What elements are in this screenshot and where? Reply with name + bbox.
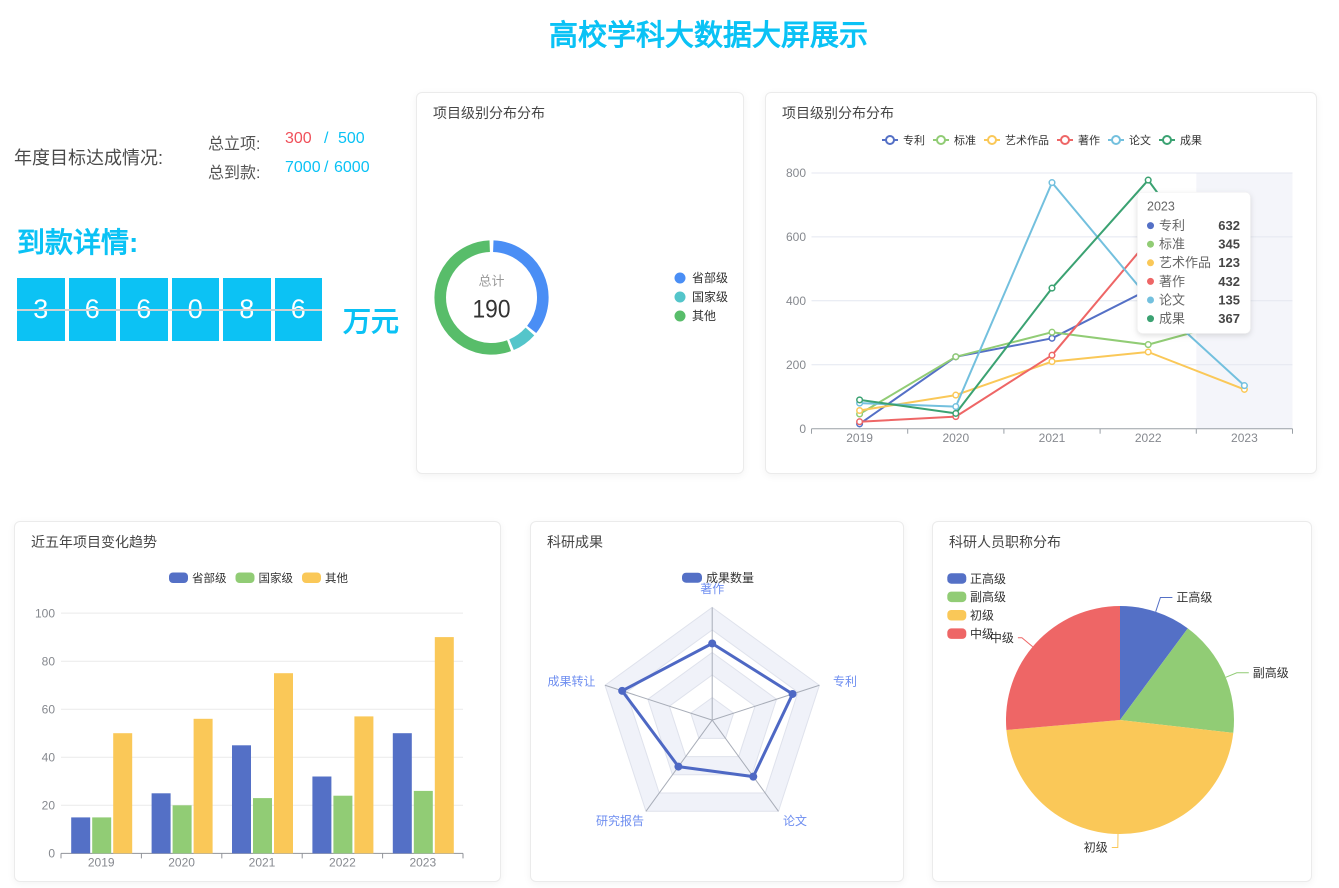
svg-text:中级: 中级: [970, 626, 994, 641]
svg-text:40: 40: [42, 751, 56, 765]
svg-text:省部级: 省部级: [692, 270, 728, 285]
svg-text:80: 80: [42, 654, 56, 668]
svg-text:2020: 2020: [168, 856, 195, 870]
svg-text:345: 345: [1218, 237, 1240, 252]
svg-text:800: 800: [786, 166, 806, 180]
svg-text:副高级: 副高级: [1253, 665, 1289, 680]
svg-text:632: 632: [1218, 218, 1240, 233]
svg-text:初级: 初级: [1084, 841, 1108, 855]
svg-text:专利: 专利: [833, 674, 857, 689]
svg-text:国家级: 国家级: [259, 571, 294, 585]
svg-text:专利: 专利: [903, 133, 925, 147]
svg-text:正高级: 正高级: [1176, 590, 1212, 605]
svg-text:0: 0: [799, 422, 806, 436]
svg-text:正高级: 正高级: [970, 571, 1006, 586]
svg-text:2021: 2021: [1039, 431, 1066, 445]
svg-text:2023: 2023: [1231, 431, 1258, 445]
svg-text:研究报告: 研究报告: [596, 813, 644, 828]
svg-text:成果数量: 成果数量: [706, 570, 754, 585]
svg-text:432: 432: [1218, 274, 1240, 289]
svg-text:2022: 2022: [329, 856, 356, 870]
svg-text:标准: 标准: [954, 133, 976, 147]
svg-text:123: 123: [1218, 255, 1240, 270]
svg-text:国家级: 国家级: [692, 289, 728, 304]
svg-text:成果: 成果: [1159, 311, 1185, 326]
svg-text:论文: 论文: [1159, 292, 1185, 307]
svg-text:367: 367: [1218, 311, 1240, 326]
svg-text:2023: 2023: [409, 856, 436, 870]
svg-text:200: 200: [786, 358, 806, 372]
svg-text:艺术作品: 艺术作品: [1159, 255, 1211, 270]
svg-text:标准: 标准: [1159, 237, 1185, 252]
svg-text:其他: 其他: [325, 572, 348, 585]
svg-text:2023: 2023: [1147, 199, 1175, 213]
svg-text:总计: 总计: [478, 274, 504, 289]
svg-text:400: 400: [786, 294, 806, 308]
svg-text:著作: 著作: [1078, 133, 1100, 147]
svg-text:100: 100: [35, 606, 55, 620]
svg-text:190: 190: [473, 296, 511, 324]
svg-text:135: 135: [1218, 292, 1240, 307]
svg-text:20: 20: [42, 799, 56, 813]
svg-text:副高级: 副高级: [970, 589, 1006, 604]
svg-text:著作: 著作: [1159, 274, 1185, 289]
svg-text:600: 600: [786, 230, 806, 244]
svg-text:论文: 论文: [783, 813, 807, 828]
svg-text:初级: 初级: [970, 609, 994, 623]
svg-text:0: 0: [48, 847, 55, 861]
svg-text:著作: 著作: [700, 582, 724, 596]
svg-text:论文: 论文: [1129, 133, 1151, 147]
svg-text:省部级: 省部级: [192, 571, 227, 585]
svg-text:2020: 2020: [942, 431, 969, 445]
svg-text:60: 60: [42, 702, 56, 716]
svg-text:成果: 成果: [1180, 134, 1202, 147]
svg-text:2022: 2022: [1135, 431, 1162, 445]
svg-text:其他: 其他: [692, 309, 716, 323]
svg-text:2019: 2019: [846, 431, 873, 445]
svg-text:中级: 中级: [990, 630, 1014, 645]
svg-text:2019: 2019: [88, 856, 115, 870]
svg-text:专利: 专利: [1159, 218, 1185, 233]
svg-text:成果转让: 成果转让: [547, 674, 595, 689]
svg-text:2021: 2021: [249, 856, 276, 870]
svg-text:艺术作品: 艺术作品: [1005, 134, 1049, 147]
